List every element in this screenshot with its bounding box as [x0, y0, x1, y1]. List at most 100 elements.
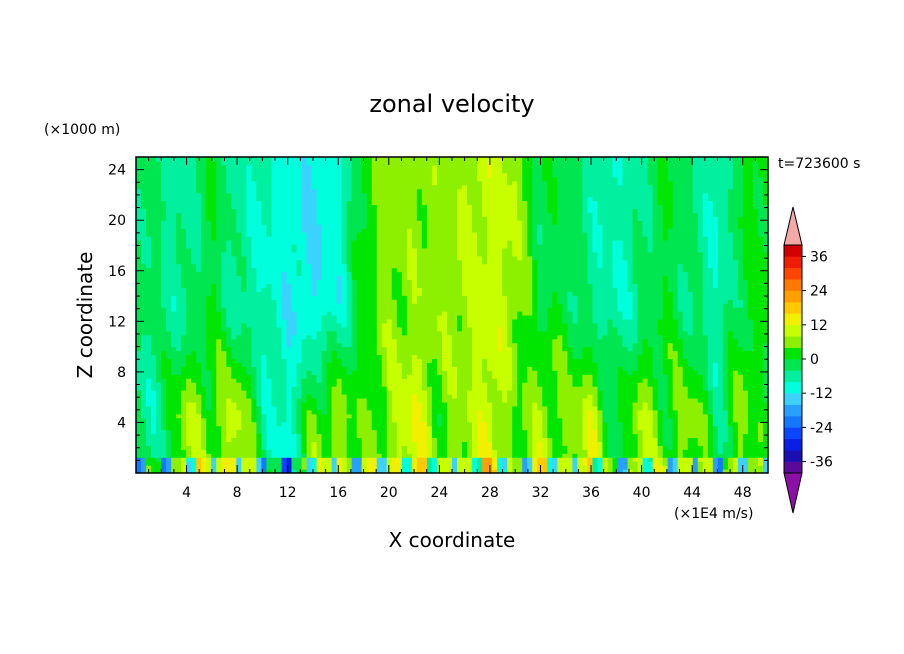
heatmap-cell [446, 350, 453, 356]
heatmap-cell [351, 315, 358, 320]
heatmap-cell [196, 417, 202, 423]
heatmap-cell [351, 346, 358, 352]
heatmap-cell [206, 220, 212, 225]
heatmap-cell [301, 465, 308, 470]
heatmap-cell [176, 441, 182, 446]
heatmap-cell [436, 196, 443, 202]
heatmap-cell [441, 362, 448, 367]
heatmap-cell [306, 172, 313, 178]
heatmap-cell [336, 433, 343, 439]
heatmap-cell [196, 370, 202, 375]
heatmap-cell [246, 263, 252, 269]
heatmap-cell [276, 409, 283, 415]
heatmap-cell [136, 287, 142, 292]
heatmap-cell [416, 457, 423, 462]
heatmap-cell [311, 465, 318, 470]
heatmap-cell [301, 350, 308, 356]
heatmap-cell [146, 263, 152, 269]
heatmap-cell [391, 176, 398, 182]
heatmap-cell [176, 437, 182, 442]
heatmap-cell [371, 354, 378, 360]
heatmap-cell [431, 362, 438, 367]
heatmap-cell [341, 299, 348, 304]
heatmap-cell [181, 330, 187, 336]
heatmap-cell [336, 374, 343, 379]
heatmap-cell [356, 433, 363, 439]
heatmap-cell [156, 196, 162, 202]
heatmap-cell [421, 157, 428, 162]
heatmap-cell [166, 216, 172, 221]
heatmap-cell [386, 421, 393, 427]
heatmap-cell [321, 370, 328, 375]
heatmap-cell [161, 168, 167, 174]
heatmap-cell [366, 354, 373, 360]
heatmap-cell [401, 232, 408, 237]
heatmap-cell [156, 330, 162, 336]
heatmap-cell [221, 275, 227, 281]
heatmap-cell [266, 267, 273, 273]
heatmap-cell [176, 228, 182, 233]
heatmap-cell [406, 315, 413, 320]
heatmap-cell [151, 160, 157, 166]
heatmap-cell [411, 386, 418, 391]
heatmap-cell [191, 421, 197, 427]
heatmap-cell [416, 176, 423, 182]
heatmap-cell [286, 204, 293, 209]
heatmap-cell [281, 394, 288, 399]
heatmap-cell [251, 255, 257, 261]
heatmap-cell [166, 172, 172, 178]
heatmap-cell [221, 390, 227, 395]
heatmap-cell [401, 441, 408, 446]
heatmap-cell [271, 176, 278, 182]
heatmap-cell [141, 212, 147, 217]
heatmap-cell [206, 271, 212, 277]
heatmap-cell [286, 200, 293, 205]
heatmap-cell [211, 397, 217, 403]
heatmap-cell [156, 350, 162, 356]
heatmap-cell [266, 160, 273, 166]
heatmap-cell [311, 433, 318, 439]
heatmap-cell [406, 157, 413, 162]
heatmap-cell [211, 220, 217, 225]
heatmap-cell [441, 212, 448, 217]
heatmap-cell [406, 469, 413, 473]
heatmap-cell [181, 220, 187, 225]
heatmap-cell [441, 370, 448, 375]
heatmap-cell [406, 449, 413, 454]
heatmap-cell [211, 461, 217, 466]
heatmap-cell [341, 417, 348, 423]
heatmap-cell [401, 228, 408, 233]
heatmap-cell [221, 413, 227, 419]
heatmap-cell [176, 354, 182, 360]
heatmap-cell [431, 208, 438, 213]
heatmap-cell [286, 346, 293, 352]
heatmap-cell [311, 421, 318, 427]
heatmap-cell [146, 220, 152, 225]
heatmap-cell [266, 425, 273, 431]
heatmap-cell [386, 437, 393, 442]
heatmap-cell [226, 263, 232, 269]
heatmap-cell [431, 184, 438, 190]
heatmap-cell [341, 315, 348, 320]
heatmap-cell [151, 322, 157, 328]
heatmap-cell [336, 287, 343, 292]
heatmap-cell [376, 362, 383, 367]
heatmap-cell [421, 453, 428, 458]
heatmap-cell [281, 168, 288, 174]
heatmap-cell [186, 232, 192, 237]
heatmap-cell [401, 346, 408, 352]
heatmap-cell [281, 413, 288, 419]
heatmap-cell [156, 184, 162, 190]
heatmap-cell [446, 445, 453, 450]
heatmap-cell [356, 409, 363, 415]
heatmap-cell [186, 457, 192, 462]
heatmap-cell [361, 457, 368, 462]
heatmap-cell [366, 465, 373, 470]
heatmap-cell [191, 307, 197, 312]
heatmap-cell [301, 303, 308, 308]
heatmap-cell [241, 401, 247, 407]
heatmap-cell [146, 287, 152, 292]
heatmap-cell [176, 362, 182, 367]
heatmap-cell [361, 160, 368, 166]
heatmap-cell [321, 279, 328, 284]
